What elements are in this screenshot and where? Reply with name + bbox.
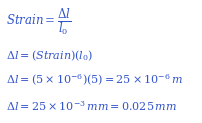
Text: $\Delta l = 25 \times 10^{-3}\,mm = 0.025\,mm$: $\Delta l = 25 \times 10^{-3}\,mm = 0.02… (6, 99, 176, 113)
Text: $\it{Strain} = \dfrac{\Delta l}{l_0}$: $\it{Strain} = \dfrac{\Delta l}{l_0}$ (6, 7, 71, 37)
Text: $\Delta l = (\it{Strain})(l_0)$: $\Delta l = (\it{Strain})(l_0)$ (6, 48, 93, 63)
Text: $\Delta l = (5 \times 10^{-6})(5) = 25 \times 10^{-6}\,m$: $\Delta l = (5 \times 10^{-6})(5) = 25 \… (6, 72, 182, 88)
